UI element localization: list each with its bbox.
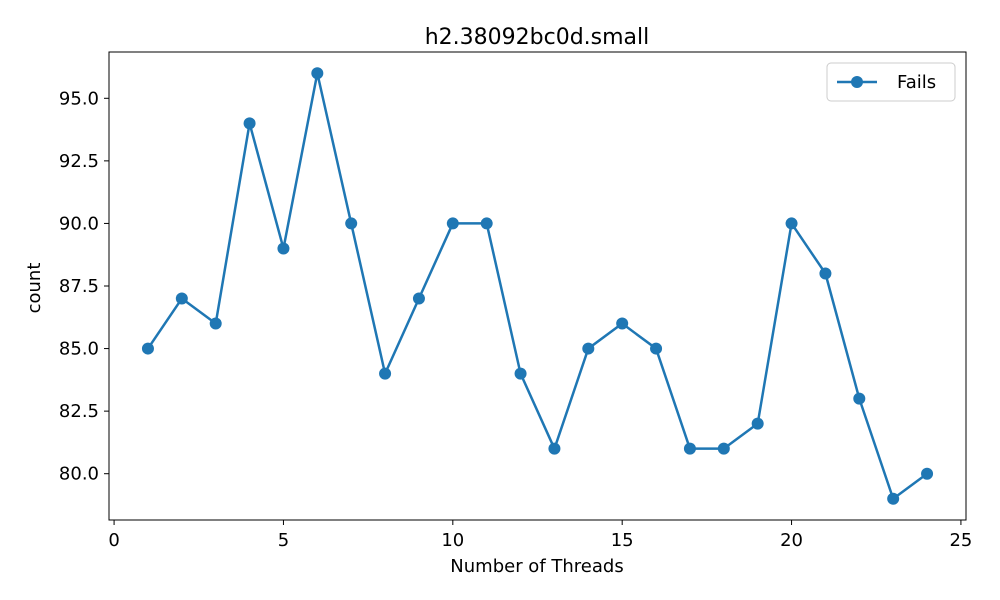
data-point (379, 367, 392, 380)
x-tick-label: 10 (441, 530, 464, 551)
legend-box (826, 62, 956, 102)
x-tick-label: 0 (108, 530, 119, 551)
data-point (582, 342, 595, 355)
x-tick-label: 15 (611, 530, 634, 551)
data-point (311, 67, 324, 80)
data-point (175, 292, 188, 305)
data-point (683, 442, 696, 455)
data-point (141, 342, 154, 355)
x-tick-label: 20 (780, 530, 803, 551)
data-point (277, 242, 290, 255)
legend: Fails (826, 62, 956, 102)
x-tick-label: 25 (949, 530, 972, 551)
data-point (480, 217, 493, 230)
data-point (717, 442, 730, 455)
data-point (751, 417, 764, 430)
x-tick-label: 5 (278, 530, 289, 551)
data-point (921, 467, 934, 480)
plot-area (141, 67, 934, 505)
y-tick-label: 95.0 (59, 88, 99, 109)
y-axis: 80.0 82.5 85.0 87.5 90.0 92.5 95.0 (59, 88, 109, 485)
data-point (548, 442, 561, 455)
data-point (819, 267, 832, 280)
data-point (209, 317, 222, 330)
y-tick-label: 85.0 (59, 339, 99, 360)
data-point (785, 217, 798, 230)
x-axis-title: Number of Threads (450, 556, 623, 577)
data-point (243, 117, 256, 130)
data-point (412, 292, 425, 305)
y-tick-label: 92.5 (59, 151, 99, 172)
y-tick-label: 82.5 (59, 401, 99, 422)
legend-label-fails: Fails (897, 72, 936, 93)
data-point (345, 217, 358, 230)
chart-title: h2.38092bc0d.small (425, 25, 650, 50)
x-axis: 0 5 10 15 20 25 (108, 520, 972, 551)
data-point (446, 217, 459, 230)
y-tick-label: 87.5 (59, 276, 99, 297)
data-point (616, 317, 629, 330)
data-point (514, 367, 527, 380)
data-point (650, 342, 663, 355)
series-line-fails (146, 72, 928, 500)
y-tick-label: 90.0 (59, 213, 99, 234)
data-point (887, 492, 900, 505)
y-axis-title: count (24, 263, 45, 314)
legend-marker-sample (851, 76, 863, 88)
y-tick-label: 80.0 (59, 464, 99, 485)
data-point (853, 392, 866, 405)
